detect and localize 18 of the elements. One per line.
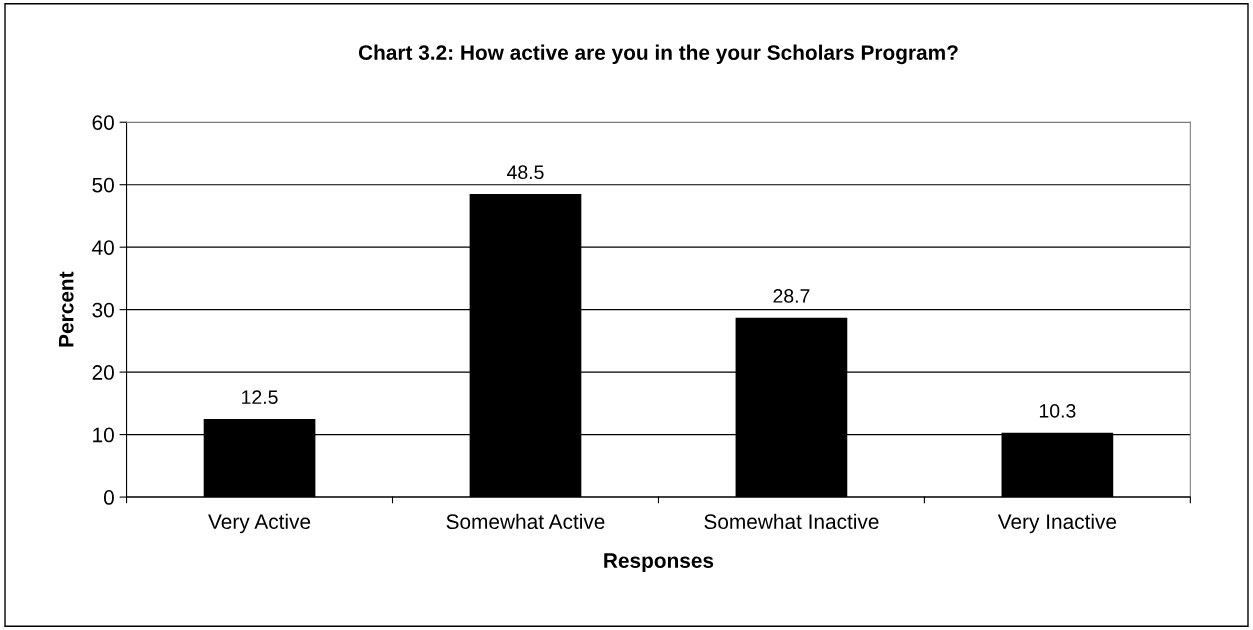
y-tick-label: 50 bbox=[92, 177, 114, 193]
x-axis-title: Responses bbox=[604, 553, 714, 573]
x-tick-label: Very Inactive bbox=[997, 513, 1117, 534]
y-tick-label: 0 bbox=[103, 490, 114, 505]
data-label: 10.3 bbox=[1039, 404, 1076, 418]
data-label: 28.7 bbox=[773, 289, 810, 303]
y-tick-label: 10 bbox=[93, 427, 114, 443]
x-tick-label: Very Active bbox=[208, 513, 311, 534]
y-tick-label: 40 bbox=[92, 240, 114, 255]
data-label: 48.5 bbox=[507, 165, 544, 180]
data-label: 12.5 bbox=[242, 390, 278, 405]
y-tick-label: 30 bbox=[92, 302, 114, 318]
y-tick-label: 20 bbox=[92, 365, 114, 380]
y-axis-title: Percent bbox=[59, 271, 74, 347]
chart-title: Chart 3.2: How active are you in the your Scholars Program? bbox=[358, 44, 958, 65]
x-tick-label: Somewhat Inactive bbox=[704, 513, 879, 530]
y-tick-label: 60 bbox=[92, 115, 114, 130]
x-tick-label: Somewhat Active bbox=[446, 513, 605, 530]
